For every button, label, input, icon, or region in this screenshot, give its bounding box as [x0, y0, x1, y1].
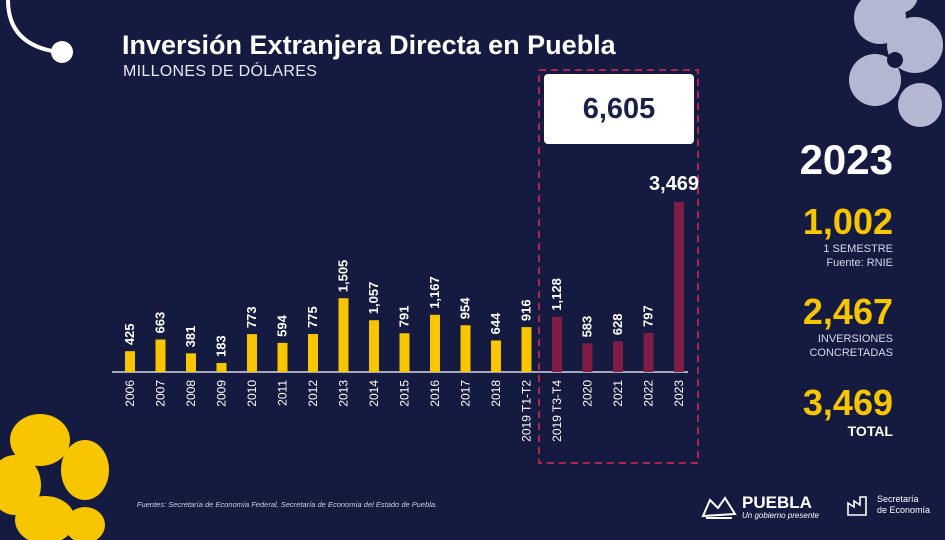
bar-2017: [460, 325, 471, 372]
x-tick-label: 2017: [459, 380, 473, 407]
x-tick-label: 2016: [428, 380, 442, 407]
stat-concretadas-label1: INVERSIONES: [817, 333, 893, 345]
decor-flower-bottom-left: [0, 414, 109, 540]
stat-concretadas-label2: CONCRETADAS: [809, 347, 893, 359]
x-tick-label: 2022: [642, 380, 656, 407]
puebla-emblem-icon: [701, 496, 737, 519]
puebla-logo-tagline: Un gobierno presente: [742, 510, 819, 520]
x-tick-label: 2020: [581, 380, 595, 407]
x-tick-label: 2008: [184, 380, 198, 407]
bar-2015: [399, 333, 410, 372]
stat-semester-value: 1,002: [802, 201, 893, 242]
bar-2016: [430, 314, 440, 372]
bar-value-label: 797: [641, 305, 656, 327]
bar-value-label: 3,469: [649, 173, 699, 195]
bar-value-label: 791: [397, 306, 412, 328]
decor-flower-top-right: [849, 0, 943, 127]
x-tick-label: 2019 T3-T4: [550, 380, 564, 442]
factory-icon: [847, 496, 867, 516]
x-tick-label: 2009: [215, 380, 229, 407]
stat-semester-source: Fuente: RNIE: [826, 257, 893, 269]
bar-2006: [125, 351, 135, 372]
decor-dot: [51, 41, 73, 63]
bar-value-label: 583: [580, 316, 595, 338]
bar-value-label: 663: [153, 312, 168, 334]
puebla-logo: PUEBLA Un gobierno presente: [700, 492, 819, 522]
bar-value-label: 425: [122, 323, 137, 345]
x-tick-label: 2018: [489, 380, 503, 407]
bar-2010: [247, 334, 257, 372]
x-tick-label: 2012: [306, 380, 320, 407]
bar-value-label: 1,128: [549, 278, 564, 311]
chart-subtitle: MILLONES DE DÓLARES: [123, 63, 318, 80]
secretaria-logo: Secretaría de Economía: [846, 493, 930, 517]
x-tick-label: 2021: [611, 380, 625, 407]
decor-arc: [6, 0, 59, 54]
x-tick-label: 2011: [276, 380, 290, 406]
bar-2009: [216, 363, 227, 372]
x-tick-label: 2019 T1-T2: [520, 380, 534, 442]
x-tick-label: 2007: [154, 380, 168, 407]
secretaria-line1: Secretaría: [877, 494, 919, 504]
bar-2014: [369, 320, 379, 372]
bar-2007: [155, 339, 166, 372]
bar-2023: [674, 202, 684, 372]
bar-value-label: 183: [213, 335, 228, 357]
bar-value-label: 1,505: [336, 260, 351, 293]
bar-2019-T3-T4: [552, 316, 562, 372]
x-tick-label: 2015: [398, 380, 412, 407]
bar-value-label: 644: [488, 312, 503, 334]
bar-2018: [491, 340, 501, 372]
bar-2020: [582, 343, 593, 372]
bar-value-label: 628: [610, 314, 625, 336]
bar-value-label: 775: [305, 306, 320, 328]
stat-total-label: TOTAL: [847, 423, 893, 439]
chart-title: Inversión Extranjera Directa en Puebla: [122, 30, 616, 60]
stat-concretadas: 2,467 INVERSIONES CONCRETADAS: [803, 292, 893, 360]
highlight-total-box: 6,605: [544, 74, 694, 144]
secretaria-line2: de Economía: [877, 505, 931, 515]
bar-2008: [186, 353, 196, 372]
stat-total-value: 3,469: [802, 382, 893, 423]
bar-value-label: 381: [183, 326, 198, 348]
highlight-total-value: 6,605: [582, 92, 656, 125]
bar-2022: [643, 332, 654, 372]
bar-2011: [277, 342, 288, 372]
side-year: 2023: [799, 136, 893, 183]
bar-2012: [308, 334, 318, 372]
x-tick-label: 2013: [337, 380, 351, 407]
x-tick-label: 2023: [672, 380, 686, 407]
bar-2019-T1-T2: [521, 327, 532, 372]
bar-value-label: 1,167: [427, 276, 442, 309]
puebla-logo-name: PUEBLA: [742, 492, 812, 512]
bar-value-label: 594: [275, 314, 290, 336]
source-note: Fuentes: Secretaría de Economía Federal,…: [137, 500, 438, 509]
x-tick-label: 2006: [123, 380, 137, 407]
x-tick-label: 2010: [245, 380, 259, 407]
bar-value-label: 954: [458, 297, 473, 319]
stat-semester-label: 1 SEMESTRE: [823, 243, 893, 255]
bar-2013: [338, 298, 349, 372]
bar-2021: [613, 341, 623, 372]
bar-value-label: 916: [519, 299, 534, 321]
stat-semester: 1,002 1 SEMESTRE Fuente: RNIE: [803, 202, 893, 270]
stat-total: 3,469 TOTAL: [802, 382, 893, 440]
bar-value-label: 1,057: [366, 282, 381, 315]
x-tick-label: 2014: [367, 380, 381, 407]
stat-concretadas-value: 2,467: [802, 291, 893, 332]
bar-value-label: 773: [244, 306, 259, 328]
